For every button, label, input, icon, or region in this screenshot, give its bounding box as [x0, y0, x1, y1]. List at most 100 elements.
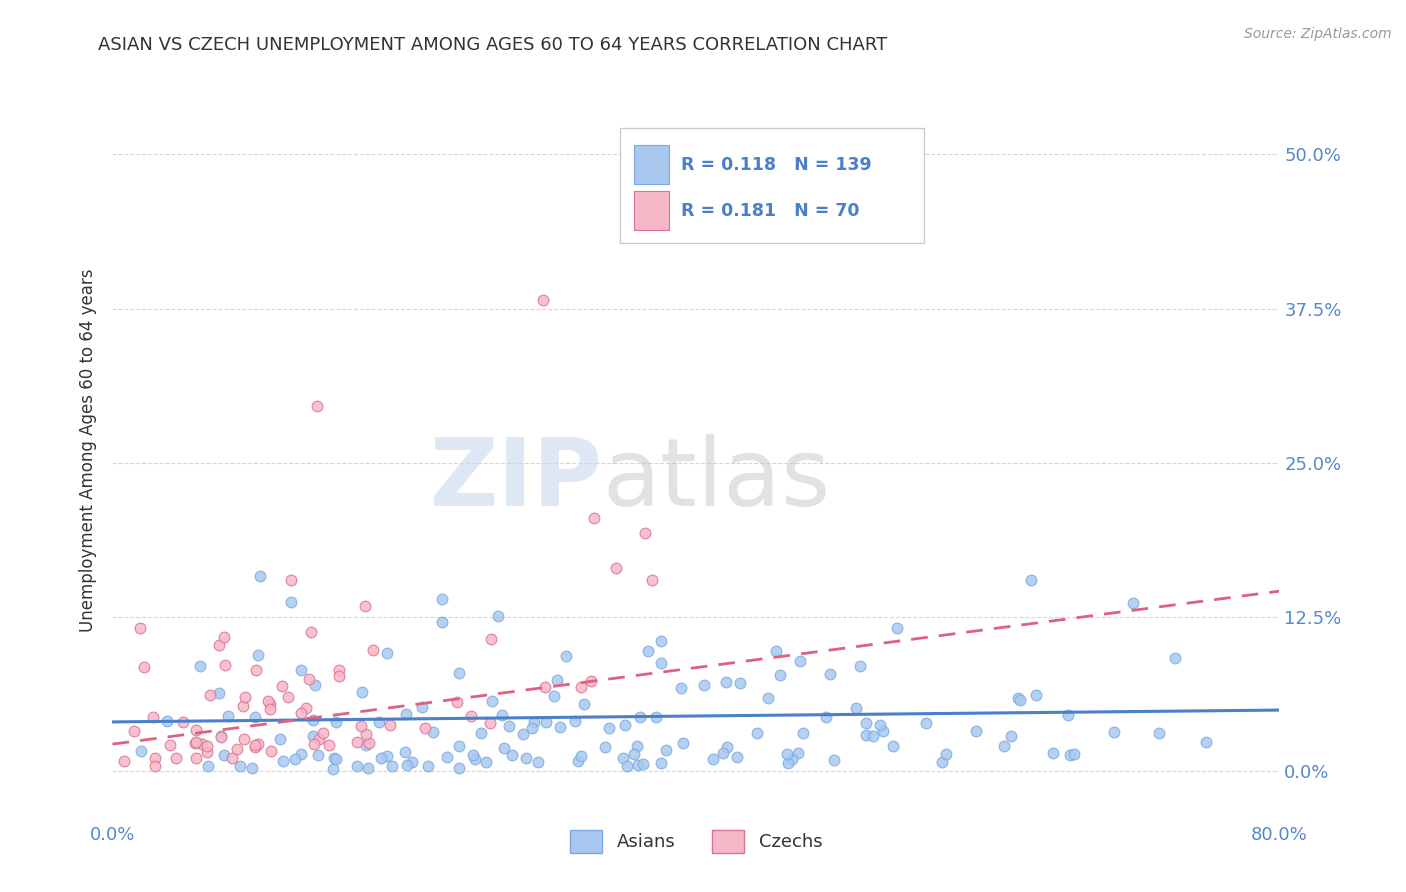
Point — [380, 759, 402, 773]
Point — [498, 719, 520, 733]
Point — [195, 745, 218, 759]
Point — [260, 744, 283, 758]
Point — [354, 599, 377, 614]
Bar — [634, 145, 669, 184]
Point — [512, 727, 534, 741]
Point — [1010, 693, 1032, 707]
Bar — [634, 191, 669, 230]
Point — [534, 714, 557, 729]
Point — [380, 717, 402, 731]
Point — [1000, 729, 1022, 743]
Point — [1104, 725, 1126, 739]
Point — [564, 714, 586, 729]
Point — [616, 759, 638, 773]
Point — [855, 728, 877, 742]
Point — [446, 694, 468, 708]
Point — [769, 668, 792, 682]
Point — [413, 721, 436, 735]
Point — [191, 737, 214, 751]
Point — [375, 646, 398, 660]
Point — [172, 715, 194, 730]
Point — [305, 399, 328, 413]
Point — [1122, 596, 1144, 610]
Point — [725, 750, 748, 764]
Point — [778, 756, 800, 770]
Point — [302, 713, 325, 727]
Point — [460, 709, 482, 723]
Point — [598, 721, 620, 735]
Point — [357, 736, 380, 750]
Point — [447, 761, 470, 775]
Point — [357, 762, 380, 776]
Point — [993, 739, 1015, 753]
Point — [672, 735, 695, 749]
Point — [792, 726, 814, 740]
Point — [479, 715, 502, 730]
Point — [246, 737, 269, 751]
Point — [845, 700, 868, 714]
Point — [259, 698, 281, 712]
Text: Source: ZipAtlas.com: Source: ZipAtlas.com — [1244, 27, 1392, 41]
Point — [350, 719, 373, 733]
Point — [702, 752, 724, 766]
Point — [245, 710, 267, 724]
Point — [325, 714, 347, 729]
Point — [758, 690, 780, 705]
Point — [401, 755, 423, 769]
Point — [634, 526, 657, 541]
Point — [184, 735, 207, 749]
Point — [209, 731, 232, 745]
Point — [814, 710, 837, 724]
Point — [728, 675, 751, 690]
Point — [294, 700, 316, 714]
Text: R = 0.118   N = 139: R = 0.118 N = 139 — [681, 156, 872, 174]
Point — [277, 690, 299, 704]
Point — [221, 750, 243, 764]
Point — [302, 737, 325, 751]
Point — [569, 748, 592, 763]
Point — [422, 724, 444, 739]
Point — [186, 751, 208, 765]
Point — [240, 761, 263, 775]
Point — [789, 654, 811, 668]
Point — [280, 595, 302, 609]
Point — [132, 660, 155, 674]
Point — [328, 669, 350, 683]
Point — [430, 615, 453, 630]
Point — [124, 723, 146, 738]
Point — [931, 755, 953, 769]
Point — [302, 729, 325, 743]
Point — [869, 718, 891, 732]
Point — [463, 748, 485, 763]
Point — [543, 690, 565, 704]
Point — [716, 739, 738, 754]
Point — [935, 747, 957, 761]
Point — [711, 747, 734, 761]
Point — [572, 698, 595, 712]
Point — [290, 706, 312, 721]
Point — [214, 658, 236, 673]
Point — [626, 739, 648, 753]
Point — [183, 736, 205, 750]
Point — [555, 649, 578, 664]
Point — [284, 752, 307, 766]
Point — [492, 740, 515, 755]
Point — [481, 694, 503, 708]
Point — [346, 758, 368, 772]
Point — [447, 665, 470, 680]
Point — [143, 751, 166, 765]
Point — [780, 752, 803, 766]
Point — [436, 749, 458, 764]
Point — [1021, 573, 1043, 587]
Point — [527, 755, 550, 769]
Point — [280, 573, 302, 587]
Point — [523, 715, 546, 730]
Point — [396, 758, 419, 772]
Point — [247, 648, 270, 662]
Point — [290, 747, 312, 761]
Point — [156, 714, 179, 728]
Point — [143, 759, 166, 773]
Point — [765, 643, 787, 657]
Point — [257, 694, 280, 708]
Y-axis label: Unemployment Among Ages 60 to 64 years: Unemployment Among Ages 60 to 64 years — [79, 268, 97, 632]
